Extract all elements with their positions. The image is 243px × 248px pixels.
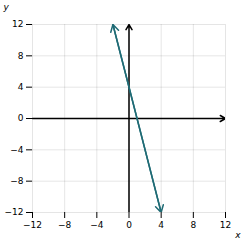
svg-text:8: 8 — [18, 51, 24, 61]
svg-text:−8: −8 — [58, 220, 72, 230]
svg-text:4: 4 — [158, 220, 164, 230]
svg-text:−12: −12 — [5, 207, 24, 217]
svg-text:y: y — [3, 2, 10, 12]
svg-text:−12: −12 — [23, 220, 42, 230]
svg-text:−8: −8 — [10, 176, 24, 186]
svg-text:−4: −4 — [90, 220, 104, 230]
svg-text:0: 0 — [126, 220, 132, 230]
svg-text:8: 8 — [190, 220, 196, 230]
svg-text:−4: −4 — [10, 145, 24, 155]
svg-text:0: 0 — [18, 113, 24, 123]
svg-text:12: 12 — [12, 19, 23, 29]
svg-text:12: 12 — [220, 220, 231, 230]
svg-text:4: 4 — [18, 82, 24, 92]
svg-text:x: x — [234, 230, 241, 240]
